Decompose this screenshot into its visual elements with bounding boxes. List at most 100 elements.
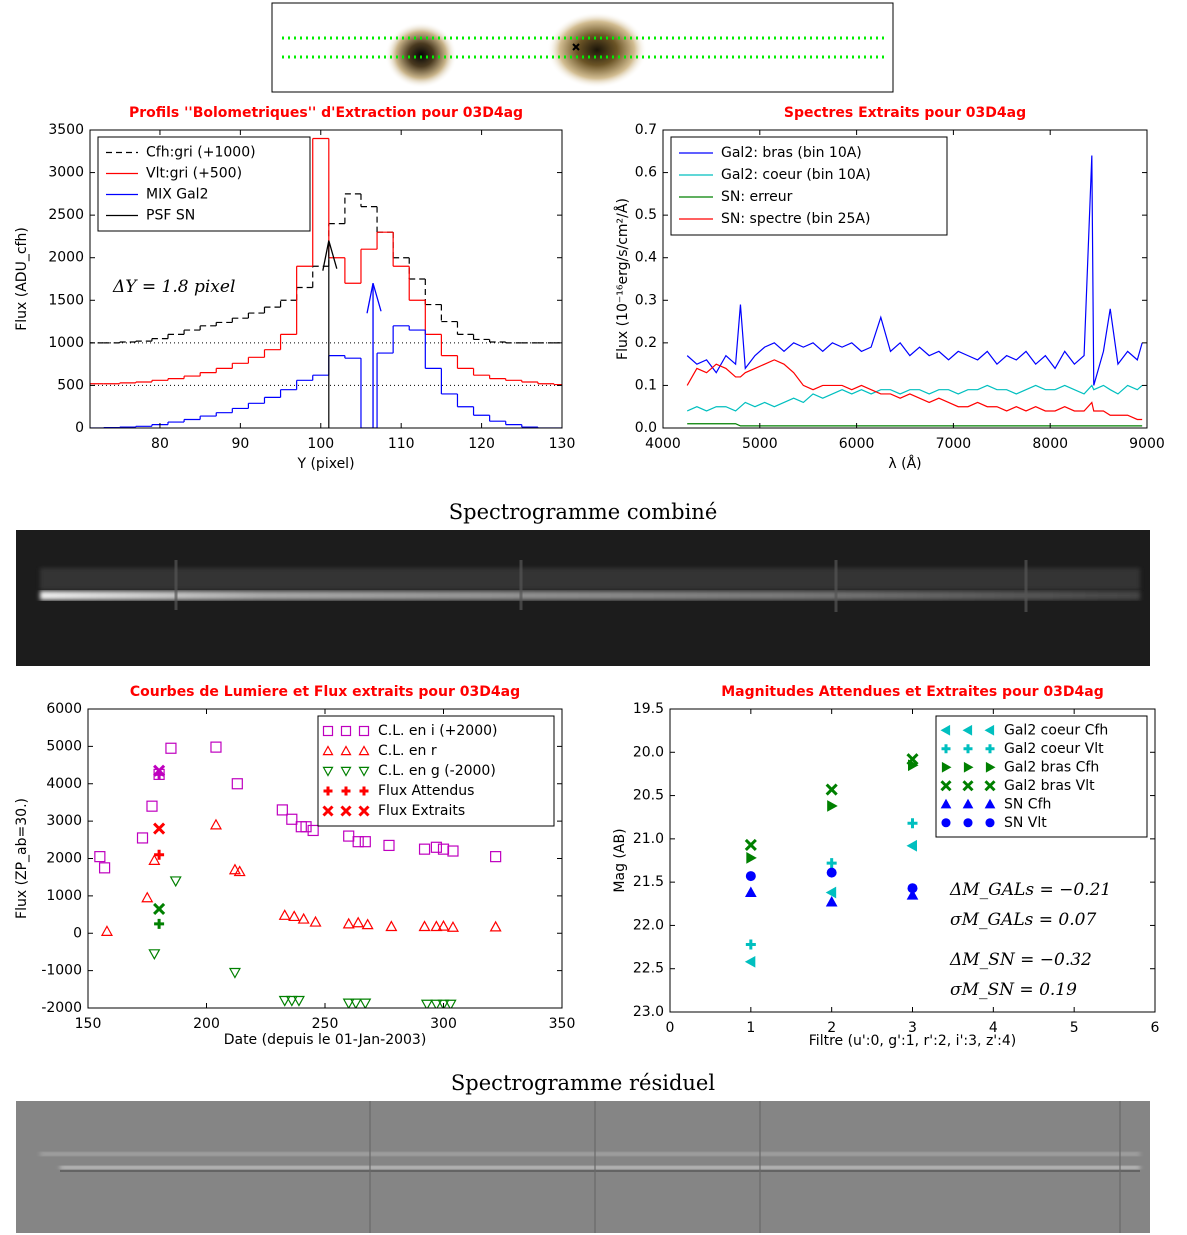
marker <box>153 764 166 777</box>
y-tick-label: 0.0 <box>635 420 657 436</box>
legend-label: C.L. en g (-2000) <box>378 763 496 779</box>
thumbnail <box>271 2 894 93</box>
marker <box>231 778 243 790</box>
x-tick-label: 1 <box>746 1020 755 1036</box>
x-tick-label: 8000 <box>1032 436 1068 452</box>
legend-marker <box>984 780 996 792</box>
line <box>686 384 1143 412</box>
marker <box>907 883 918 894</box>
marker <box>447 845 459 857</box>
marker <box>906 889 919 900</box>
marker <box>146 800 158 812</box>
marker <box>94 851 106 863</box>
marker <box>826 867 837 878</box>
axes-frame <box>662 129 1148 429</box>
legend-marker <box>985 744 995 754</box>
marker <box>444 999 457 1008</box>
marker <box>446 921 459 932</box>
chart-title: Spectres Extraits pour 03D4ag <box>784 105 1026 121</box>
marker <box>297 912 310 924</box>
marker <box>292 995 305 1007</box>
marker <box>430 841 442 853</box>
x-tick-label: 9000 <box>1129 436 1165 452</box>
y-tick-label: 4000 <box>46 776 82 792</box>
marker <box>169 876 182 888</box>
legend-marker <box>358 805 370 817</box>
marker <box>825 886 837 899</box>
line <box>686 155 1143 386</box>
legend-marker <box>341 786 351 796</box>
marker <box>825 896 838 907</box>
x-tick-label: 300 <box>430 1016 457 1032</box>
legend-label: SN: erreur <box>721 189 793 205</box>
legend-label: Gal2 bras Vlt <box>1004 778 1095 794</box>
annotation: ΔM_GALs = −0.21 <box>949 880 1111 900</box>
arrow-head <box>322 240 338 271</box>
marker <box>98 862 111 874</box>
marker <box>342 917 355 929</box>
y-tick-label: 20.0 <box>633 744 664 760</box>
marker <box>141 891 154 903</box>
y-tick-label: 3000 <box>46 813 82 829</box>
marker <box>233 865 246 877</box>
plot-area <box>94 741 502 1008</box>
legend-marker <box>984 724 995 736</box>
legend-marker <box>322 805 334 817</box>
marker <box>352 836 364 848</box>
legend-marker <box>963 744 973 754</box>
legend-marker <box>340 745 352 756</box>
x-tick-label: 80 <box>151 436 169 452</box>
marker <box>349 998 362 1008</box>
legend-label: C.L. en r <box>378 743 437 759</box>
x-tick-label: 4000 <box>645 436 681 452</box>
x-tick-label: 0 <box>666 1020 675 1036</box>
marker <box>300 821 312 833</box>
y-tick-label: -1000 <box>41 963 82 979</box>
marker <box>746 852 757 864</box>
legend-marker <box>963 818 973 828</box>
marker <box>285 995 298 1007</box>
caption: Spectrogramme résiduel <box>451 1071 715 1095</box>
marker <box>826 858 837 869</box>
annotation: σM_SN = 0.19 <box>950 980 1077 1000</box>
legend-marker <box>940 780 952 792</box>
legend-marker <box>941 818 951 828</box>
legend-marker <box>963 761 974 773</box>
marker <box>827 800 838 812</box>
x-axis-label: Date (depuis le 01-Jan-2003) <box>224 1032 427 1048</box>
y-tick-label: 0 <box>73 925 82 941</box>
marker <box>309 915 322 927</box>
legend-box <box>97 136 311 232</box>
plot-area <box>686 155 1143 427</box>
y-tick-label: -2000 <box>41 1000 82 1016</box>
y-tick-label: 3500 <box>48 122 84 138</box>
plot-area <box>90 137 562 428</box>
marker <box>148 854 161 865</box>
plot-area <box>744 753 919 968</box>
spectrogram-residual <box>16 1101 1150 1233</box>
x-tick-label: 120 <box>468 436 495 452</box>
legend-label: SN Cfh <box>1004 796 1051 812</box>
arrow-head <box>366 283 382 314</box>
y-tick-label: 0.3 <box>635 292 657 308</box>
marker <box>437 999 450 1008</box>
y-tick-label: 500 <box>57 377 84 393</box>
marker <box>209 818 222 830</box>
legend-label: Gal2 coeur Vlt <box>1004 741 1104 757</box>
legend-marker <box>962 724 973 736</box>
x-tick-label: 90 <box>231 436 249 452</box>
legend-marker <box>322 745 334 756</box>
marker <box>352 916 365 928</box>
y-tick-label: 23.0 <box>633 1004 664 1020</box>
x-tick-label: 200 <box>193 1016 220 1032</box>
x-tick-label: 3 <box>908 1020 917 1036</box>
annotation: ΔY = 1.8 pixel <box>112 277 235 297</box>
legend-marker <box>940 798 952 809</box>
marker <box>430 920 443 932</box>
marker <box>825 783 838 796</box>
legend-marker <box>985 818 995 828</box>
marker <box>154 918 165 929</box>
legend-label: MIX Gal2 <box>146 187 208 203</box>
legend-label: Gal2: bras (bin 10A) <box>721 145 862 161</box>
y-tick-label: 20.5 <box>633 788 664 804</box>
